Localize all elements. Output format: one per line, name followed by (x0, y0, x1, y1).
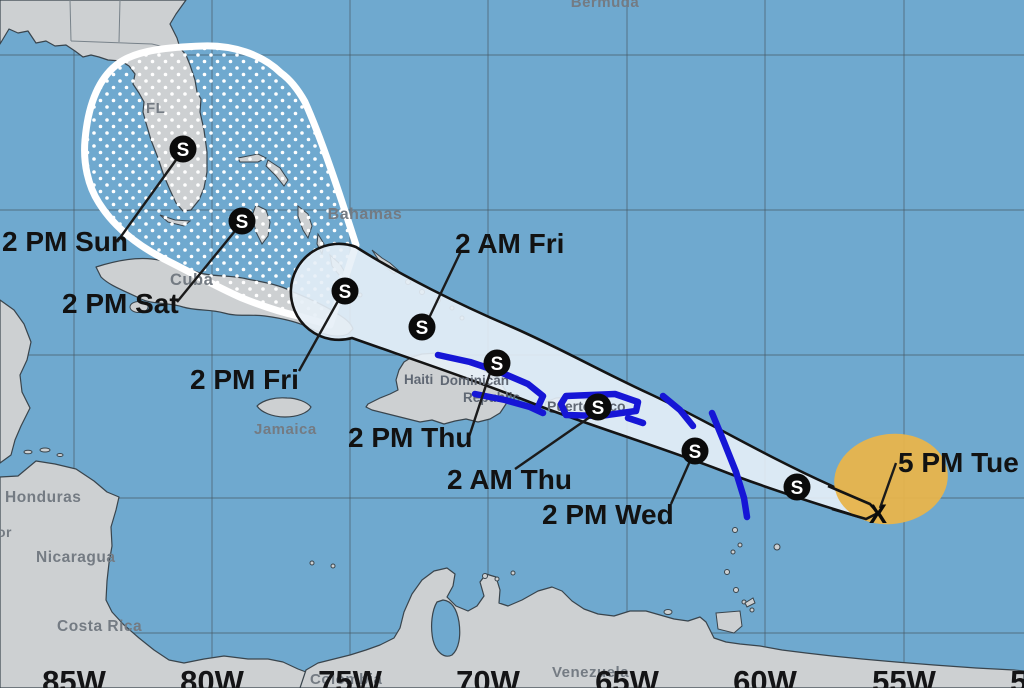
storm-position-marker: S (584, 393, 612, 421)
label-cuba: Cuba (170, 271, 214, 289)
time-label-2pm-sat: 2 PM Sat (62, 288, 179, 319)
label-haiti: Haiti (404, 372, 433, 387)
label-bermuda: Bermuda (571, 0, 640, 11)
forecast-time-labels: 2 PM Sun 2 PM Sat 2 PM Fri 2 AM Fri 2 PM… (2, 226, 1019, 530)
warning-puerto-rico (557, 390, 642, 420)
svg-text:S: S (236, 212, 249, 233)
time-label-2am-fri: 2 AM Fri (455, 228, 564, 259)
forecast-cone-day1-3 (289, 242, 880, 521)
longitude-label: 80W (180, 664, 244, 688)
storm-position-marker: S (228, 207, 256, 235)
time-label-5pm-tue: 5 PM Tue (898, 447, 1019, 478)
bay-islands (23, 447, 64, 457)
storm-position-marker: S (783, 473, 811, 501)
label-costa-rica: Costa Rica (57, 618, 142, 635)
longitude-label: 85W (42, 664, 106, 688)
svg-text:S: S (791, 478, 804, 499)
land-yucatan (0, 299, 32, 464)
storm-position-marker: S (331, 277, 359, 305)
longitude-labels: 85W 80W 75W 70W 65W 60W 55W 50W (42, 664, 1024, 688)
label-honduras: Honduras (5, 489, 81, 506)
forecast-cone-day4-5 (81, 42, 360, 329)
label-el-salvador-fragment: or (0, 524, 12, 540)
isle-of-youth (129, 301, 149, 313)
lesser-antilles (715, 527, 781, 634)
longitude-label: 75W (318, 664, 382, 688)
svg-text:S: S (416, 318, 429, 339)
label-bahamas: Bahamas (328, 206, 403, 223)
warning-lesser-antilles (708, 409, 751, 521)
abc-islands (309, 560, 673, 615)
land-jamaica (256, 397, 312, 418)
warning-hispaniola-north (434, 351, 547, 411)
warning-hispaniola-south (471, 390, 547, 417)
longitude-label: 70W (456, 664, 520, 688)
storm-position-marker: S (483, 349, 511, 377)
svg-text:S: S (339, 282, 352, 303)
svg-text:S: S (689, 442, 702, 463)
svg-text:S: S (592, 398, 605, 419)
lake-maracaibo (431, 599, 461, 657)
label-colombia: Colombia (310, 671, 382, 688)
longitude-label: 50W (1010, 664, 1024, 688)
label-dominican-1: Dominican (440, 373, 509, 388)
forecast-position-markers: S S S S S S S S X (169, 135, 887, 529)
time-label-2pm-sun: 2 PM Sun (2, 226, 128, 257)
time-label-2pm-wed: 2 PM Wed (542, 499, 674, 530)
warning-vieques (624, 414, 647, 427)
longitude-label: 65W (595, 664, 659, 688)
label-nicaragua: Nicaragua (36, 549, 115, 566)
storm-position-marker: S (169, 135, 197, 163)
storm-position-marker: S (681, 437, 709, 465)
label-florida: FL (146, 100, 165, 117)
longitude-label: 55W (872, 664, 936, 688)
tropical-storm-warning-lines (434, 351, 751, 521)
time-label-2pm-thu: 2 PM Thu (348, 422, 472, 453)
svg-text:S: S (177, 140, 190, 161)
storm-position-marker: S (408, 313, 436, 341)
label-jamaica: Jamaica (254, 421, 317, 438)
svg-text:S: S (491, 354, 504, 375)
land-central-america (0, 460, 337, 688)
place-labels: Bermuda FL Bahamas Cuba Jamaica Haiti Do… (0, 0, 639, 688)
current-position-x-marker: X (869, 499, 887, 529)
cone-tip-outline (827, 484, 881, 521)
leader-lines (116, 159, 898, 509)
time-label-2pm-fri: 2 PM Fri (190, 364, 299, 395)
label-venezuela: Venezuela (552, 664, 629, 681)
time-label-2am-thu: 2 AM Thu (447, 464, 572, 495)
longitude-label: 60W (733, 664, 797, 688)
land-south-america (299, 567, 1024, 688)
warning-northern-leewards (659, 392, 697, 430)
